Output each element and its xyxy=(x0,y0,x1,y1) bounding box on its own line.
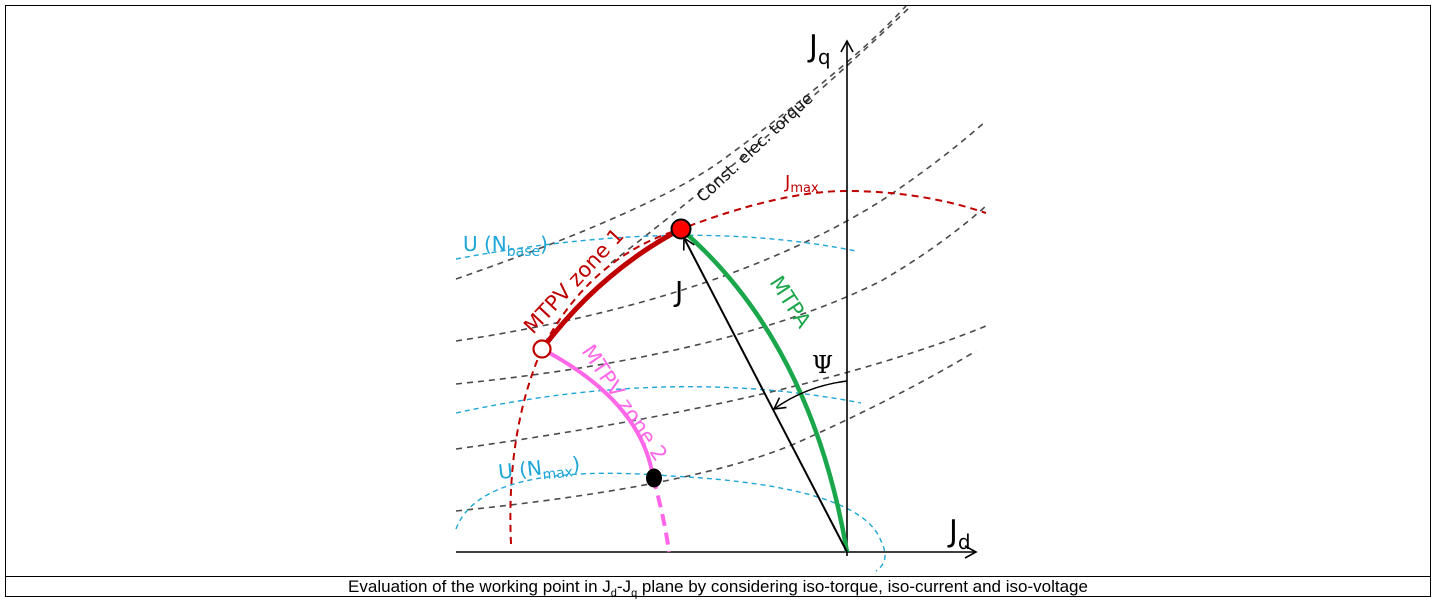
working-point-red xyxy=(670,218,692,240)
mtpv-transition-point xyxy=(532,339,552,359)
mtpv-zone2-label: MTPV zone 2 xyxy=(577,340,672,465)
figure-caption: Evaluation of the working point in Jd-Jq… xyxy=(348,577,1088,600)
jmax-circle xyxy=(509,189,987,545)
iso-torque-curve-6 xyxy=(455,350,977,512)
iso-torque-curve-4 xyxy=(455,205,987,385)
iso-voltage-mid xyxy=(455,386,862,414)
jq-axis-label: Jq xyxy=(807,29,831,69)
mtpa-curve xyxy=(679,227,850,553)
mtpv-zone2-curve xyxy=(541,347,655,478)
iso-voltage-u-base xyxy=(455,234,857,260)
angle-psi-label: Ψ xyxy=(812,351,833,379)
figure-table: Jq Jd J Ψ Const. elec. torque Jmax U (Nb… xyxy=(5,5,1431,600)
iso-torque-curve-3 xyxy=(455,120,987,342)
iso-torque-curve-2 xyxy=(455,6,907,280)
jmax-label: Jmax xyxy=(784,172,819,196)
working-point-black xyxy=(646,468,662,488)
iso-torque-curve-5 xyxy=(455,325,987,450)
mtpv-zone1-curve xyxy=(540,226,683,351)
jd-jq-plane-diagram: Jq Jd J Ψ Const. elec. torque Jmax U (Nb… xyxy=(455,6,987,572)
iso-voltage-u-max xyxy=(455,472,886,572)
current-vector-label: J xyxy=(673,275,683,308)
current-vector xyxy=(682,236,848,553)
mtpv-zone1-label: MTPV zone 1 xyxy=(519,223,628,338)
iso-voltage-curves xyxy=(455,234,886,572)
mtpv-zone2-dashed xyxy=(651,476,671,553)
angle-psi-arc xyxy=(772,380,848,410)
figure-cell: Jq Jd J Ψ Const. elec. torque Jmax U (Nb… xyxy=(6,6,1430,577)
u-base-label: U (Nbase) xyxy=(463,232,548,260)
iso-torque-curves xyxy=(455,6,987,512)
u-max-label: U (Nmax) xyxy=(497,452,582,488)
iso-torque-curve-1 xyxy=(610,6,912,264)
jd-axis-label: Jd xyxy=(947,514,971,554)
